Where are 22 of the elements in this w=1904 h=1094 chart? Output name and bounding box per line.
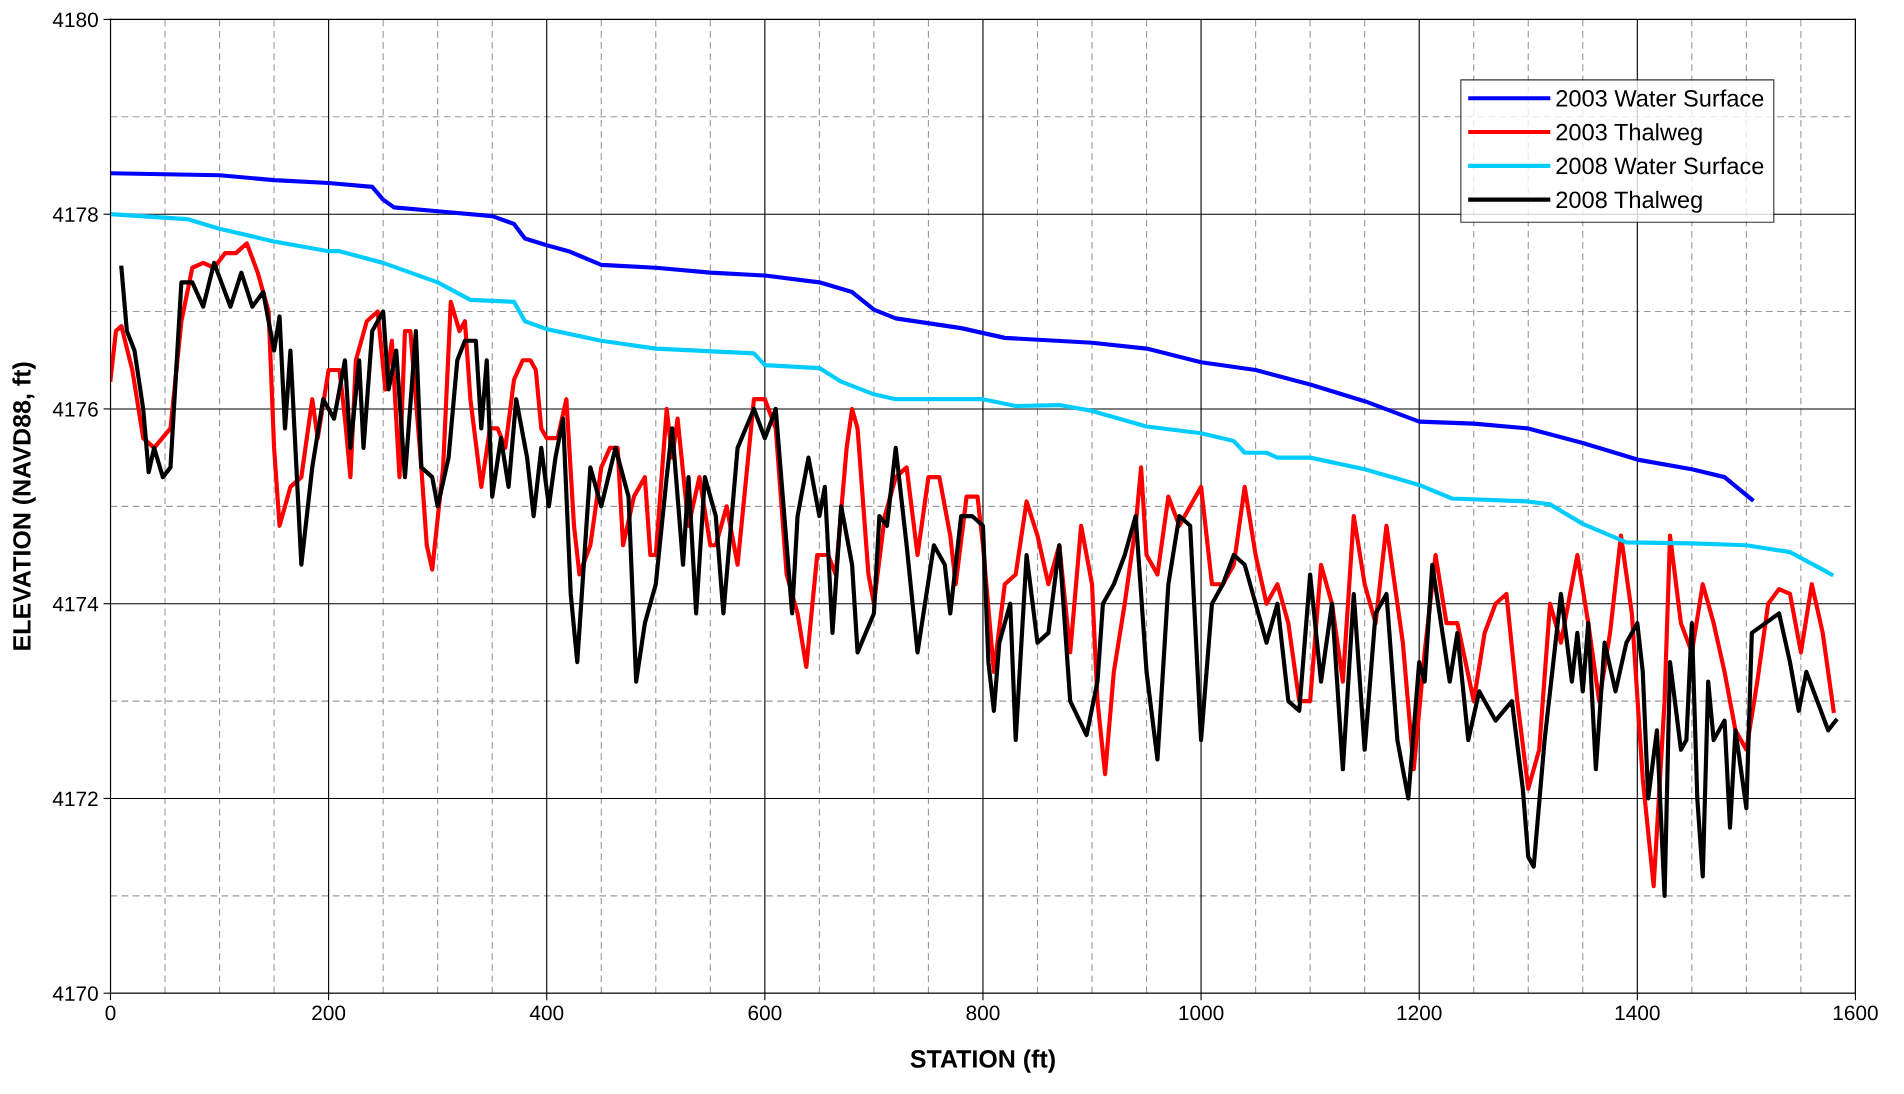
x-axis-title: STATION (ft) <box>910 1049 1055 1073</box>
x-tick-label: 1400 <box>1615 1005 1660 1021</box>
y-tick-label: 4172 <box>52 791 98 807</box>
y-tick-label: 4170 <box>52 986 98 1001</box>
x-tick-label: 1600 <box>1833 1005 1878 1021</box>
x-tick-label: 400 <box>529 1005 564 1021</box>
legend-label: 2003 Water Surface <box>1556 89 1764 107</box>
legend-label: 2003 Thalweg <box>1556 123 1702 146</box>
line-series <box>110 212 1834 577</box>
y-tick-label: 4180 <box>52 12 98 28</box>
x-tick-label: 600 <box>748 1005 782 1021</box>
x-tick-label: 1000 <box>1179 1005 1224 1021</box>
y-axis-title: ELEVATION (NAVD88, ft) <box>12 362 36 650</box>
legend-label: 2008 Thalweg <box>1556 190 1702 213</box>
x-tick-label: 0 <box>105 1005 116 1021</box>
x-tick-label: 200 <box>312 1005 346 1021</box>
y-tick-label: 4174 <box>52 596 99 612</box>
y-tick-label: 4176 <box>52 401 98 417</box>
y-tick-label: 4178 <box>52 207 98 222</box>
legend-label: 2008 Water Surface <box>1556 157 1764 175</box>
x-tick-label: 800 <box>966 1005 1000 1021</box>
x-tick-label: 1200 <box>1397 1005 1442 1021</box>
